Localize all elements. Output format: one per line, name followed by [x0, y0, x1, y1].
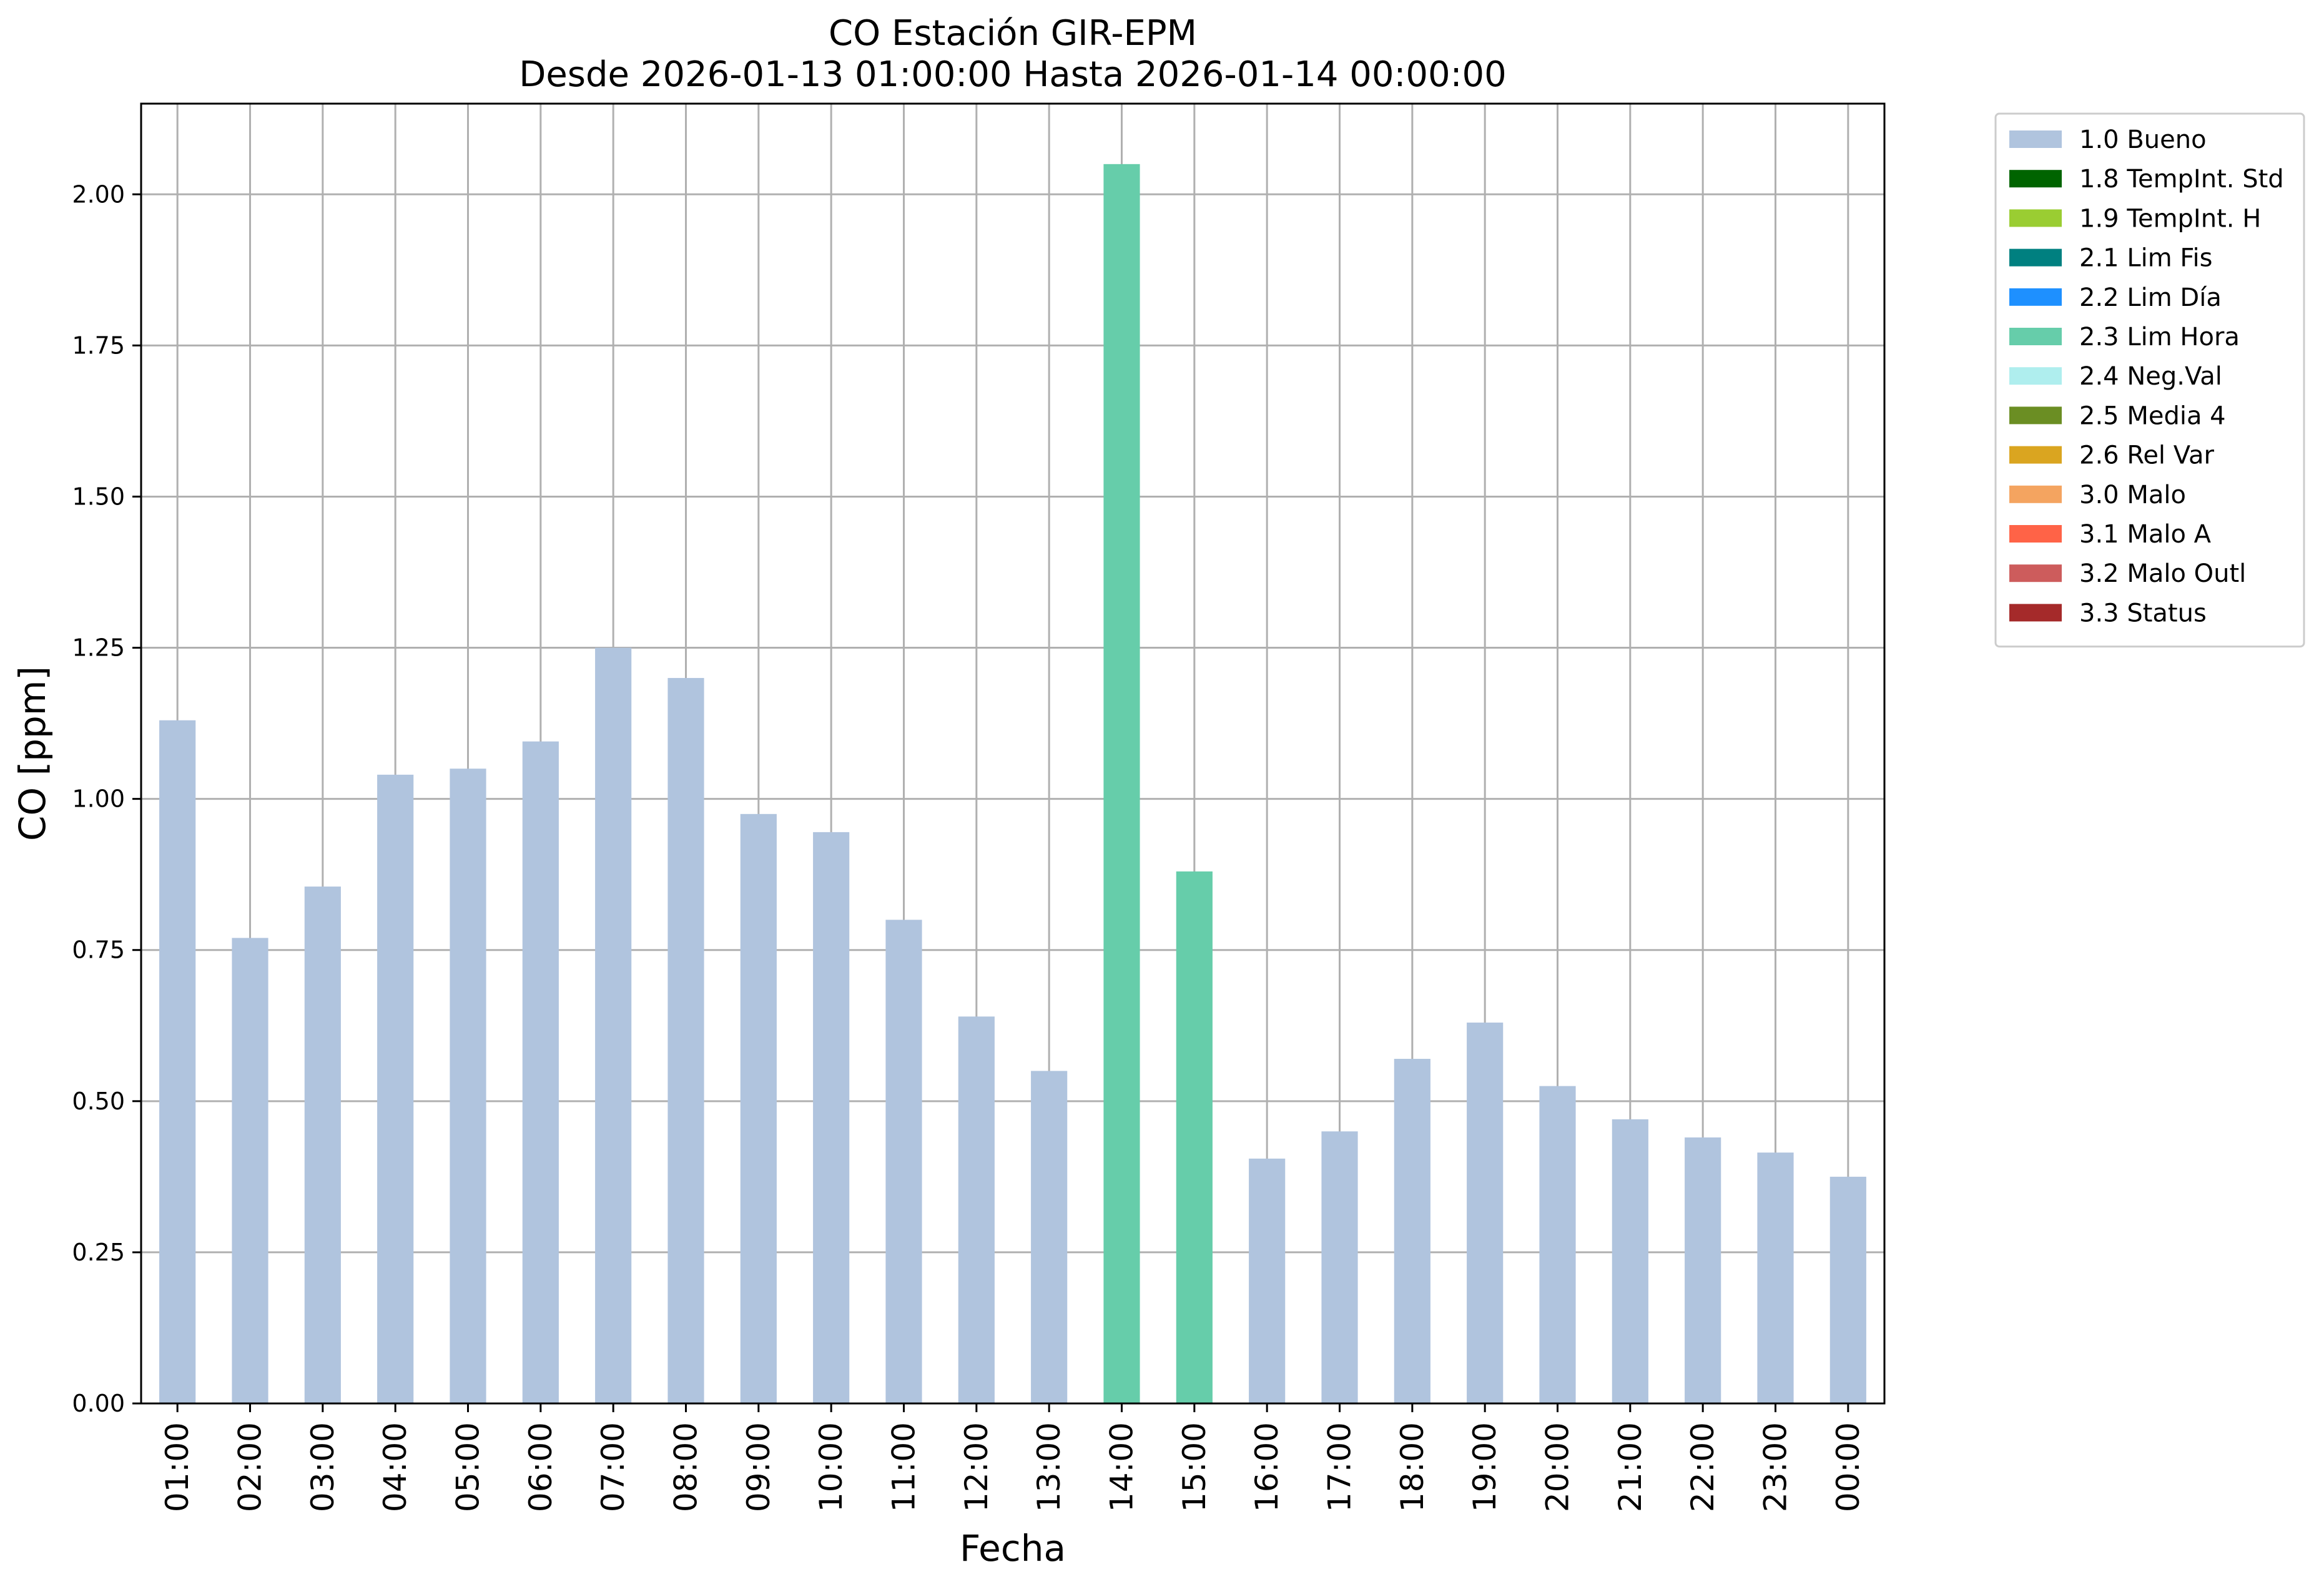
legend-swatch: [2009, 328, 2062, 345]
axes: 0.00 0.25 0.50 0.75 1.00 1.25 1.50 1.75 2.00 01:0…: [72, 180, 1866, 1512]
legend-label: 2.1 Lim Fis: [2079, 244, 2212, 273]
legend-swatch: [2009, 604, 2062, 622]
legend-label: 1.9 TempInt. H: [2079, 204, 2261, 233]
legend-label: 2.3 Lim Hora: [2079, 323, 2240, 351]
x-tick-label: 00:00: [1830, 1422, 1866, 1512]
bar-1500: [1176, 871, 1213, 1403]
bar-2200: [1685, 1137, 1721, 1403]
legend-swatch: [2009, 209, 2062, 227]
bar-0500: [450, 769, 486, 1403]
x-tick-label: 06:00: [523, 1422, 559, 1512]
x-tick-label: 03:00: [305, 1422, 341, 1512]
x-axis-label: Fecha: [960, 1527, 1066, 1570]
bar-0200: [232, 938, 268, 1403]
x-tick-label: 14:00: [1104, 1422, 1140, 1512]
x-tick-label: 12:00: [958, 1422, 995, 1512]
bar-0700: [595, 647, 632, 1403]
legend-label: 3.0 Malo: [2079, 481, 2186, 509]
legend-swatch: [2009, 367, 2062, 385]
bar-0900: [740, 813, 777, 1403]
plot-frame: [140, 102, 1886, 1405]
legend-label: 2.5 Media 4: [2079, 401, 2226, 430]
bar-1100: [885, 920, 922, 1403]
bar-0000: [1829, 1176, 1866, 1403]
bar-0100: [159, 720, 196, 1403]
legend-frame: [1994, 112, 2305, 648]
bar-2000: [1539, 1086, 1576, 1403]
bar-0600: [522, 741, 559, 1403]
bar-1600: [1249, 1158, 1286, 1403]
legend-label: 3.1 Malo A: [2079, 520, 2212, 549]
y-tick-label: 0.75: [72, 936, 125, 964]
x-tick-label: 16:00: [1249, 1422, 1285, 1512]
x-tick-label: 20:00: [1540, 1422, 1576, 1512]
bar-0300: [304, 887, 341, 1403]
legend-label: 3.2 Malo Outl: [2079, 559, 2246, 588]
x-tick-label: 07:00: [595, 1422, 631, 1512]
x-tick-label: 09:00: [741, 1422, 777, 1512]
bar-2300: [1757, 1152, 1794, 1403]
y-tick-label: 1.75: [72, 332, 125, 359]
x-tick-label: 18:00: [1394, 1422, 1430, 1512]
y-tick-label: 1.00: [72, 785, 125, 813]
legend-swatch: [2009, 130, 2062, 148]
legend-swatch: [2009, 446, 2062, 464]
x-tick-label: 11:00: [886, 1422, 922, 1512]
legend-label: 1.8 TempInt. Std: [2079, 165, 2284, 194]
bar-1400: [1103, 164, 1140, 1404]
y-tick-label: 0.50: [72, 1088, 125, 1115]
legend-swatch: [2009, 485, 2062, 503]
bar-1000: [813, 832, 850, 1403]
legend-swatch: [2009, 170, 2062, 188]
bar-1300: [1031, 1071, 1068, 1403]
bar-1900: [1467, 1022, 1504, 1403]
legend-label: 2.4 Neg.Val: [2079, 362, 2222, 391]
legend-swatch: [2009, 525, 2062, 543]
chart-title: CO Estación GIR-EPM: [829, 13, 1197, 54]
x-tick-label: 04:00: [377, 1422, 413, 1512]
x-tick-label: 13:00: [1031, 1422, 1067, 1512]
y-tick-label: 0.00: [72, 1390, 125, 1417]
x-tick-label: 23:00: [1758, 1422, 1794, 1512]
x-tick-label: 19:00: [1467, 1422, 1503, 1512]
bar-1800: [1394, 1059, 1430, 1403]
legend-swatch: [2009, 288, 2062, 306]
bar-0800: [667, 677, 704, 1403]
x-tick-label: 10:00: [813, 1422, 849, 1512]
legend-label: 2.2 Lim Día: [2079, 283, 2222, 312]
x-tick-label: 01:00: [159, 1422, 195, 1512]
bar-2100: [1612, 1119, 1648, 1403]
legend: 1.0 Bueno 1.8 TempInt. Std 1.9 TempInt. H 2…: [1994, 112, 2305, 648]
legend-swatch: [2009, 406, 2062, 425]
y-tick-label: 2.00: [72, 180, 125, 208]
x-tick-label: 15:00: [1176, 1422, 1213, 1512]
bar-0400: [377, 774, 414, 1403]
x-tick-label: 02:00: [232, 1422, 268, 1512]
legend-swatch: [2009, 248, 2062, 267]
legend-label: 3.3 Status: [2079, 599, 2207, 627]
y-tick-label: 0.25: [72, 1239, 125, 1266]
legend-label: 1.0 Bueno: [2079, 125, 2207, 154]
legend-label: 2.6 Rel Var: [2079, 441, 2215, 470]
x-tick-label: 05:00: [450, 1422, 486, 1512]
bar-1700: [1321, 1131, 1358, 1403]
x-tick-label: 21:00: [1612, 1422, 1648, 1512]
bar-1200: [958, 1016, 995, 1403]
chart-subtitle: Desde 2026-01-13 01:00:00 Hasta 2026-01-…: [519, 54, 1507, 95]
y-axis-label: CO [ppm]: [11, 666, 54, 841]
x-tick-label: 22:00: [1685, 1422, 1721, 1512]
y-tick-label: 1.50: [72, 483, 125, 510]
x-tick-label: 17:00: [1322, 1422, 1358, 1512]
legend-swatch: [2009, 564, 2062, 582]
x-tick-label: 08:00: [668, 1422, 704, 1512]
bars: [159, 164, 1866, 1404]
y-tick-label: 1.25: [72, 634, 125, 662]
